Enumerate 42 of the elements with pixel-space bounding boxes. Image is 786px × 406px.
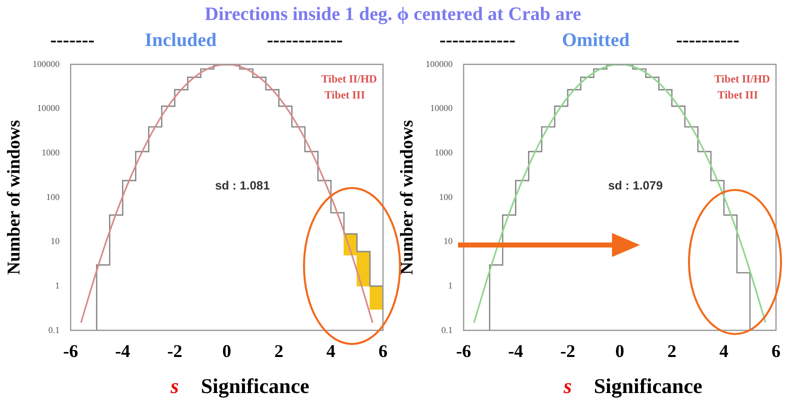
x-tick-label: -2 xyxy=(167,340,182,361)
y-tick-label: 0.1 xyxy=(48,324,60,335)
x-tick-label: -6 xyxy=(456,340,472,361)
annotation: Tibet II/HD xyxy=(321,73,378,86)
annotation: Tibet II/HD xyxy=(714,73,770,86)
text: ------- Included ------------ xyxy=(50,30,343,51)
y-axis-title: Number of windows xyxy=(3,120,24,275)
annotation: Tibet III xyxy=(324,89,365,102)
y-tick-label: 100 xyxy=(439,192,454,202)
annotation: sd : 1.079 xyxy=(608,178,664,192)
x-tick-label: 4 xyxy=(326,340,336,361)
chart-title: Directions inside 1 deg. ϕ centered at Crab are xyxy=(204,4,582,26)
x-tick-label: 4 xyxy=(719,340,728,361)
y-axis-title: Number of windows xyxy=(396,120,416,275)
x-tick-label: 2 xyxy=(274,340,284,361)
y-tick-label: 100000 xyxy=(32,58,60,69)
x-axis-title: s Significance xyxy=(564,374,702,398)
x-tick-label: 6 xyxy=(378,340,388,361)
y-tick-label: 100000 xyxy=(426,58,454,69)
y-tick-label: 10 xyxy=(444,236,454,246)
bar xyxy=(370,286,383,310)
y-tick-label: 10000 xyxy=(37,103,60,114)
y-tick-label: 1 xyxy=(55,280,60,290)
annotation: Tibet III xyxy=(718,89,758,102)
y-tick-label: 1000 xyxy=(42,147,60,158)
x-tick-label: -6 xyxy=(63,340,78,361)
y-tick-label: 100 xyxy=(46,192,60,202)
x-tick-label: -4 xyxy=(508,340,524,361)
x-axis-title: s Significance xyxy=(170,374,310,398)
y-tick-label: 10 xyxy=(50,236,60,246)
x-tick-label: -4 xyxy=(115,340,130,361)
x-tick-label: 6 xyxy=(772,340,780,361)
x-tick-label: -2 xyxy=(560,340,576,361)
x-tick-label: 0 xyxy=(615,340,624,361)
x-tick-label: 0 xyxy=(222,340,232,361)
y-tick-label: 1000 xyxy=(434,147,454,158)
x-tick-label: 2 xyxy=(667,340,676,361)
y-tick-label: 1 xyxy=(448,280,453,290)
y-tick-label: 0.1 xyxy=(441,324,453,335)
annotation: sd : 1.081 xyxy=(215,178,270,192)
y-tick-label: 10000 xyxy=(430,103,454,114)
text: ------------ Omitted ---------- xyxy=(440,30,740,51)
